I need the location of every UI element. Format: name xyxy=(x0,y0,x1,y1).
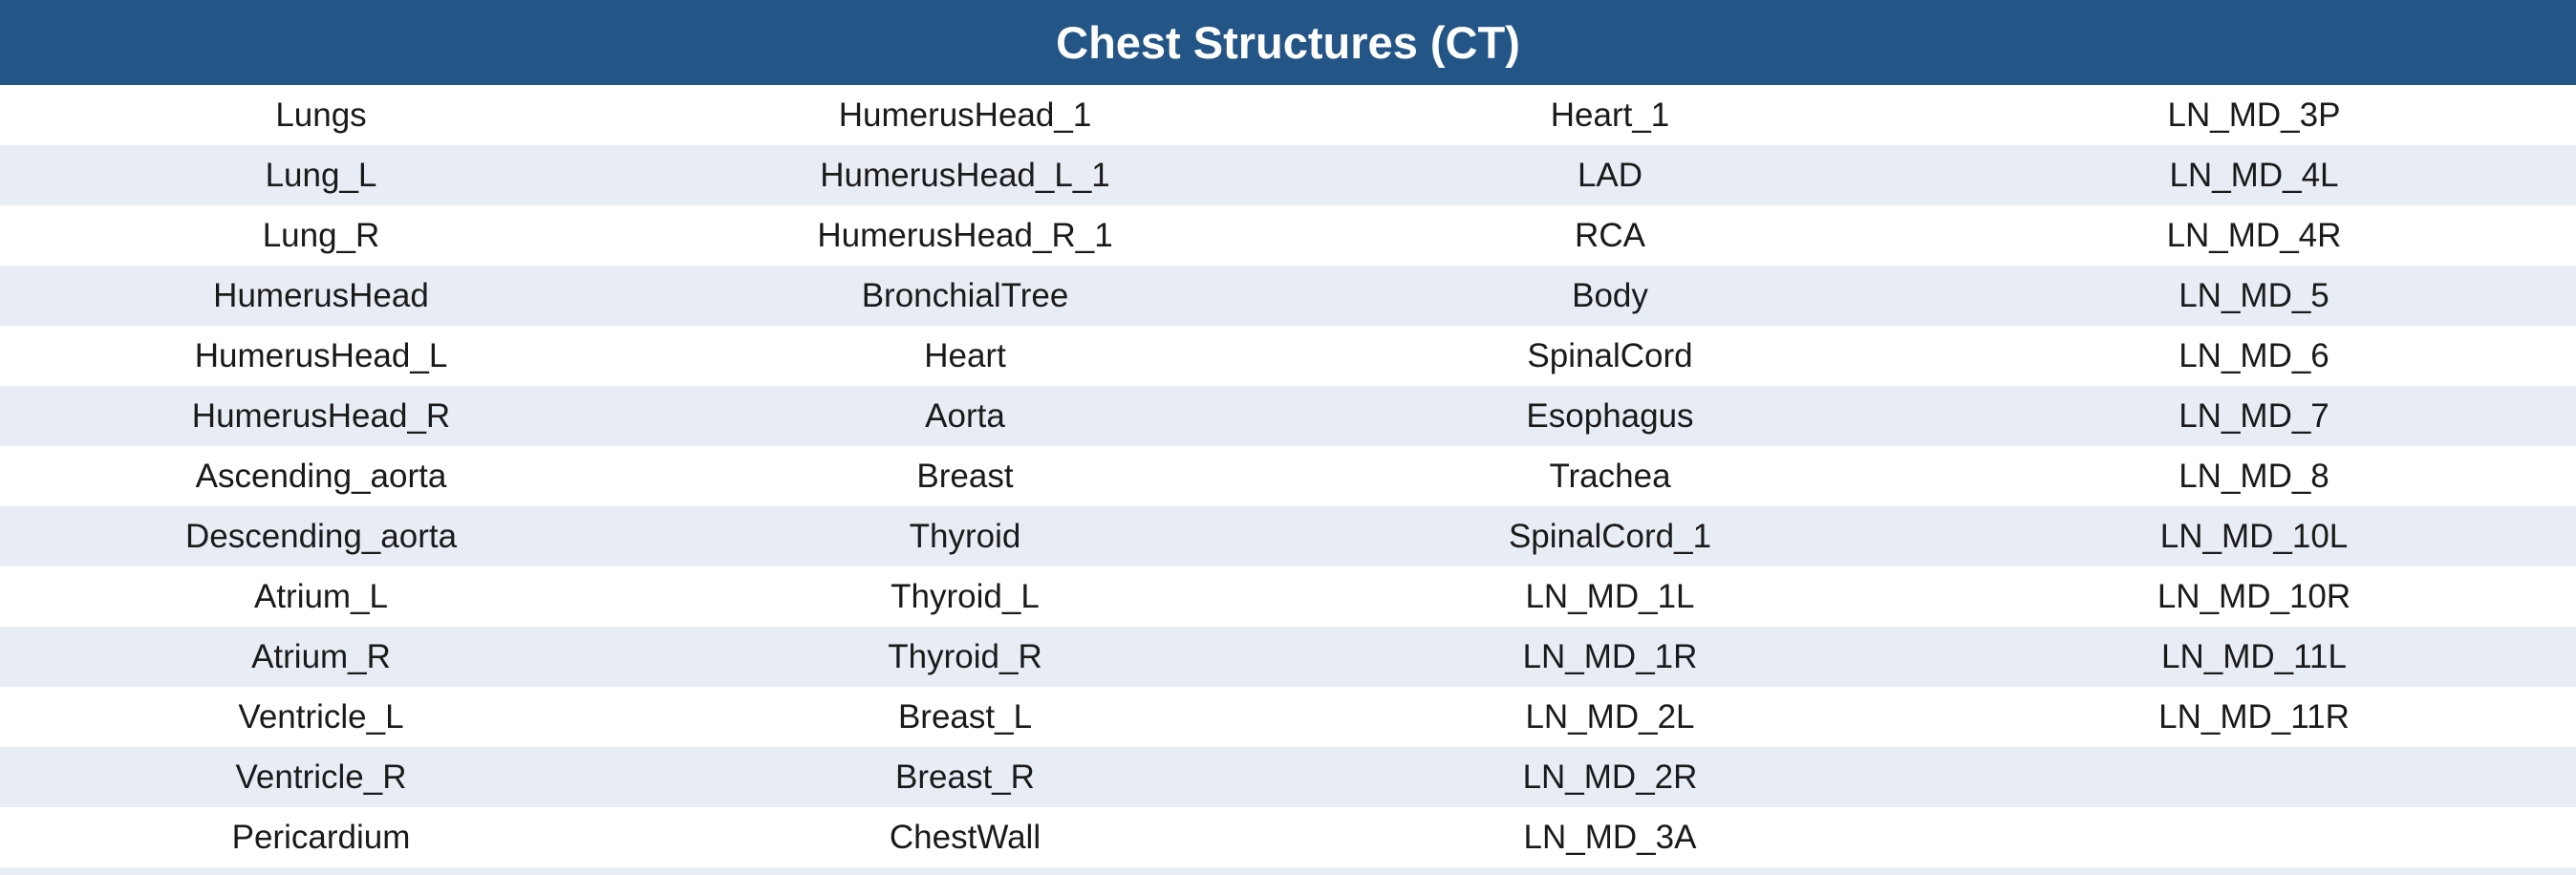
table-cell: HumerusHead_R xyxy=(191,396,451,435)
table-cell: LN_MD_1R xyxy=(1522,637,1698,675)
table-cell: Ascending_aorta xyxy=(195,457,447,495)
table-row: Pericardium ChestWall LN_MD_3A xyxy=(0,807,2576,867)
table-row-partial xyxy=(0,867,2576,875)
table-cell: Ventricle_L xyxy=(238,697,404,736)
table-row: HumerusHead_R Aorta Esophagus LN_MD_7 xyxy=(0,386,2576,446)
table-cell: LN_MD_8 xyxy=(2179,457,2329,495)
table-cell: Pericardium xyxy=(231,818,411,856)
table-row: Ventricle_R Breast_R LN_MD_2R xyxy=(0,747,2576,807)
table-cell: ChestWall xyxy=(889,818,1041,856)
table-cell xyxy=(1932,807,2576,867)
table-cell: HumerusHead_R_1 xyxy=(817,216,1113,254)
table-row: Descending_aorta Thyroid SpinalCord_1 LN_MD… xyxy=(0,506,2576,566)
table-row: HumerusHead BronchialTree Body LN_MD_5 xyxy=(0,266,2576,326)
table-cell: Aorta xyxy=(925,396,1005,435)
table-cell: LN_MD_11L xyxy=(2161,637,2347,675)
table-cell: LAD xyxy=(1577,156,1643,194)
table-cell: Breast_L xyxy=(897,697,1033,736)
table-cell: SpinalCord xyxy=(1527,336,1693,374)
table-cell: Thyroid_L xyxy=(891,577,1040,615)
table-cell: LN_MD_3P xyxy=(2167,96,2341,134)
table-cell: LN_MD_6 xyxy=(2179,336,2329,374)
table-cell: LN_MD_2L xyxy=(1525,697,1695,736)
table-cell: Atrium_L xyxy=(253,577,389,615)
table-cell: Body xyxy=(1572,276,1648,314)
table-cell: LN_MD_10R xyxy=(2157,577,2351,615)
table-cell: Thyroid xyxy=(909,517,1021,555)
table-cell: LN_MD_10L xyxy=(2159,517,2349,555)
table-row: Lung_L HumerusHead_L_1 LAD LN_MD_4L xyxy=(0,145,2576,205)
table-cell: Descending_aorta xyxy=(184,517,458,555)
table-row: Atrium_L Thyroid_L LN_MD_1L LN_MD_10R xyxy=(0,566,2576,627)
table-cell: LN_MD_3A xyxy=(1523,818,1697,856)
table-cell: Lung_R xyxy=(262,216,380,254)
table-cell: LN_MD_11R xyxy=(2158,697,2350,736)
table-cell: Atrium_R xyxy=(251,637,391,675)
table-cell: Lungs xyxy=(275,96,367,134)
table-cell: LN_MD_7 xyxy=(2179,396,2329,435)
table-cell: Lung_L xyxy=(265,156,377,194)
table-cell: Esophagus xyxy=(1526,396,1694,435)
table-cell: LN_MD_5 xyxy=(2179,276,2329,314)
table-cell: RCA xyxy=(1575,216,1645,254)
table-cell: HumerusHead_L xyxy=(194,336,448,374)
table-cell: Heart xyxy=(924,336,1006,374)
table-row: HumerusHead_L Heart SpinalCord LN_MD_6 xyxy=(0,326,2576,386)
table-cell: Ventricle_R xyxy=(235,758,407,796)
table-cell: HumerusHead_1 xyxy=(838,96,1092,134)
table-cell: Thyroid_R xyxy=(888,637,1042,675)
table-body: Lungs HumerusHead_1 Heart_1 LN_MD_3P Lung_L H… xyxy=(0,85,2576,867)
table-row: Atrium_R Thyroid_R LN_MD_1R LN_MD_11L xyxy=(0,627,2576,687)
table-cell xyxy=(1932,747,2576,807)
table-row: Ventricle_L Breast_L LN_MD_2L LN_MD_11R xyxy=(0,687,2576,747)
table-cell: Trachea xyxy=(1549,457,1671,495)
table-row: Lung_R HumerusHead_R_1 RCA LN_MD_4R xyxy=(0,205,2576,266)
table-row: Ascending_aorta Breast Trachea LN_MD_8 xyxy=(0,446,2576,506)
table-cell: HumerusHead_L_1 xyxy=(820,156,1110,194)
table-cell: SpinalCord_1 xyxy=(1508,517,1712,555)
table-title: Chest Structures (CT) xyxy=(1056,17,1520,68)
table-cell: Heart_1 xyxy=(1550,96,1670,134)
table-cell: Breast xyxy=(916,457,1014,495)
table-cell: LN_MD_2R xyxy=(1522,758,1698,796)
table-cell: LN_MD_4R xyxy=(2166,216,2342,254)
table-row: Lungs HumerusHead_1 Heart_1 LN_MD_3P xyxy=(0,85,2576,145)
table-cell: BronchialTree xyxy=(861,276,1069,314)
table-cell: LN_MD_1L xyxy=(1525,577,1695,615)
table-header: Chest Structures (CT) xyxy=(0,0,2576,85)
table-cell: HumerusHead xyxy=(213,276,429,314)
table-cell: LN_MD_4L xyxy=(2169,156,2339,194)
table-cell: Breast_R xyxy=(895,758,1035,796)
